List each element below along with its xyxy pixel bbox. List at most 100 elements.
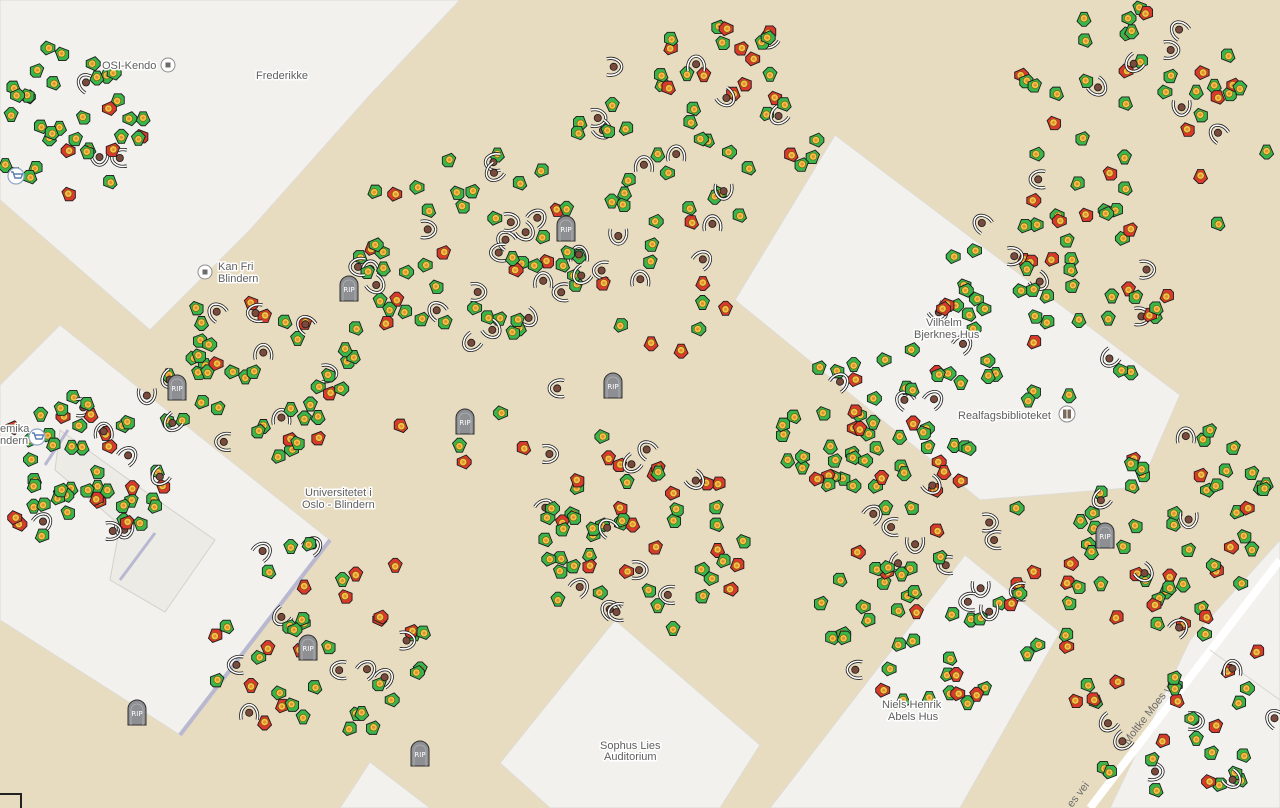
green-elf-icon[interactable] <box>1075 30 1095 50</box>
green-elf-icon[interactable] <box>51 399 71 419</box>
green-elf-icon[interactable] <box>448 183 468 203</box>
tombstone-icon[interactable]: RIP <box>455 408 475 435</box>
rider-icon[interactable] <box>547 378 565 399</box>
green-elf-icon[interactable] <box>1028 217 1044 233</box>
green-elf-icon[interactable] <box>52 44 72 64</box>
green-elf-icon[interactable] <box>106 65 122 81</box>
green-elf-icon[interactable] <box>967 243 982 259</box>
red-elf-icon[interactable] <box>643 336 659 352</box>
rider-icon[interactable] <box>767 104 791 127</box>
red-elf-icon[interactable] <box>682 212 702 232</box>
red-elf-icon[interactable] <box>568 471 588 491</box>
green-elf-icon[interactable] <box>363 718 383 738</box>
red-elf-icon[interactable] <box>434 243 454 263</box>
green-elf-icon[interactable] <box>439 151 459 171</box>
green-elf-icon[interactable] <box>275 312 295 332</box>
red-elf-icon[interactable] <box>320 384 340 404</box>
tombstone-icon[interactable]: RIP <box>410 740 430 767</box>
rider-icon[interactable] <box>1096 711 1120 734</box>
green-elf-icon[interactable] <box>541 551 557 567</box>
green-elf-icon[interactable] <box>1122 476 1142 496</box>
green-elf-icon[interactable] <box>192 392 212 412</box>
red-elf-icon[interactable] <box>850 544 866 560</box>
green-elf-icon[interactable] <box>619 170 639 190</box>
green-elf-icon[interactable] <box>72 418 88 434</box>
red-elf-icon[interactable] <box>1191 466 1211 486</box>
green-elf-icon[interactable] <box>207 671 227 691</box>
green-elf-icon[interactable] <box>1024 382 1044 402</box>
rider-icon[interactable] <box>567 575 591 599</box>
green-elf-icon[interactable] <box>23 451 38 468</box>
green-elf-icon[interactable] <box>881 661 897 677</box>
red-elf-icon[interactable] <box>1239 500 1255 516</box>
green-elf-icon[interactable] <box>1071 313 1087 329</box>
green-elf-icon[interactable] <box>795 449 811 465</box>
green-elf-icon[interactable] <box>1060 593 1080 613</box>
green-elf-icon[interactable] <box>248 422 268 442</box>
green-elf-icon[interactable] <box>1104 288 1120 304</box>
green-elf-icon[interactable] <box>943 604 963 624</box>
red-elf-icon[interactable] <box>936 301 952 317</box>
green-elf-icon[interactable] <box>945 249 961 265</box>
red-elf-icon[interactable] <box>373 609 389 625</box>
green-elf-icon[interactable] <box>694 561 710 577</box>
green-elf-icon[interactable] <box>3 107 19 123</box>
green-elf-icon[interactable] <box>792 155 812 175</box>
green-elf-icon[interactable] <box>334 381 350 397</box>
red-elf-icon[interactable] <box>1201 774 1217 790</box>
green-elf-icon[interactable] <box>302 396 318 412</box>
green-elf-icon[interactable] <box>310 379 326 395</box>
green-elf-icon[interactable] <box>958 282 974 298</box>
green-elf-icon[interactable] <box>680 112 700 132</box>
green-elf-icon[interactable] <box>1259 144 1275 160</box>
green-elf-icon[interactable] <box>1100 762 1120 782</box>
green-elf-icon[interactable] <box>64 439 80 455</box>
green-elf-icon[interactable] <box>661 29 681 49</box>
green-elf-icon[interactable] <box>399 264 415 280</box>
green-elf-icon[interactable] <box>825 451 845 471</box>
rider-icon[interactable] <box>482 160 506 184</box>
red-elf-icon[interactable] <box>735 75 755 95</box>
red-elf-icon[interactable] <box>242 293 262 313</box>
green-elf-icon[interactable] <box>382 301 398 317</box>
red-elf-icon[interactable] <box>1044 113 1064 133</box>
rider-icon[interactable] <box>630 269 651 287</box>
rider-icon[interactable] <box>460 330 484 354</box>
green-elf-icon[interactable] <box>1197 626 1212 642</box>
green-elf-icon[interactable] <box>679 66 695 82</box>
green-elf-icon[interactable] <box>1012 586 1028 602</box>
red-elf-icon[interactable] <box>1120 220 1140 240</box>
green-elf-icon[interactable] <box>1068 173 1088 193</box>
green-elf-icon[interactable] <box>42 123 62 143</box>
green-elf-icon[interactable] <box>1167 505 1183 521</box>
green-elf-icon[interactable] <box>1208 214 1228 234</box>
green-elf-icon[interactable] <box>1188 84 1204 100</box>
green-elf-icon[interactable] <box>259 562 279 582</box>
green-elf-icon[interactable] <box>89 70 105 86</box>
green-elf-icon[interactable] <box>902 498 922 518</box>
rider-icon[interactable] <box>590 108 608 128</box>
rider-icon[interactable] <box>714 86 738 109</box>
green-elf-icon[interactable] <box>1133 459 1153 479</box>
rider-icon[interactable] <box>570 263 594 287</box>
green-elf-icon[interactable] <box>830 570 850 590</box>
green-elf-icon[interactable] <box>894 566 910 582</box>
red-elf-icon[interactable] <box>336 587 356 607</box>
red-elf-icon[interactable] <box>728 555 748 575</box>
green-elf-icon[interactable] <box>691 321 707 337</box>
green-elf-icon[interactable] <box>340 719 360 739</box>
green-elf-icon[interactable] <box>51 481 71 501</box>
green-elf-icon[interactable] <box>487 210 503 226</box>
red-elf-icon[interactable] <box>1024 562 1044 582</box>
green-elf-icon[interactable] <box>535 530 555 550</box>
rider-icon[interactable] <box>372 666 396 690</box>
rider-icon[interactable] <box>683 468 707 492</box>
green-elf-icon[interactable] <box>532 160 552 180</box>
green-elf-icon[interactable] <box>310 410 326 425</box>
green-elf-icon[interactable] <box>559 200 575 216</box>
tombstone-icon[interactable]: RIP <box>167 374 187 401</box>
red-elf-icon[interactable] <box>1146 597 1162 613</box>
green-elf-icon[interactable] <box>283 401 299 417</box>
green-elf-icon[interactable] <box>305 677 325 697</box>
green-elf-icon[interactable] <box>490 309 510 329</box>
